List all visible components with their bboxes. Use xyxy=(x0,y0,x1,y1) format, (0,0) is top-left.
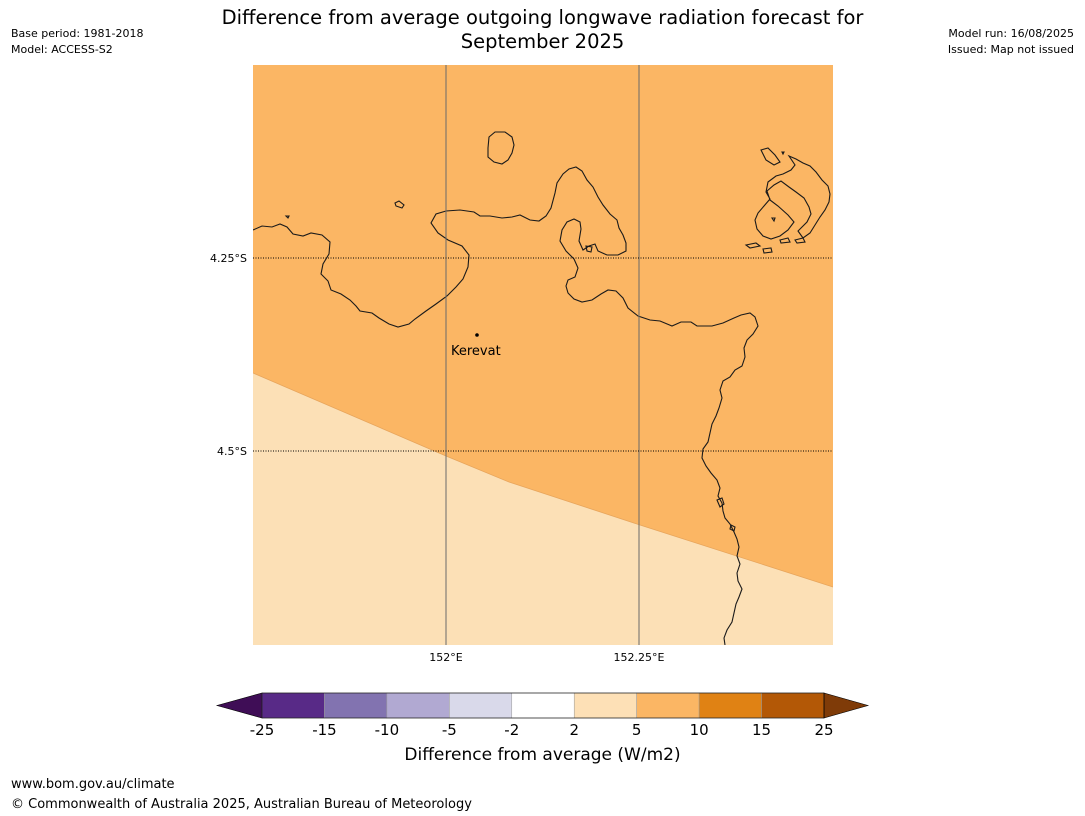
model-name: Model: ACCESS-S2 xyxy=(11,43,113,56)
title-line-2: September 2025 xyxy=(460,30,625,53)
colorbar-outline xyxy=(261,692,825,719)
category-boundary xyxy=(253,372,833,588)
colorbar-swatch xyxy=(449,692,513,719)
coastline xyxy=(253,131,831,645)
meta-left: Base period: 1981-2018 Model: ACCESS-S2 xyxy=(11,26,143,58)
region-lower-category xyxy=(253,373,833,645)
colorbar-swatch xyxy=(511,692,575,719)
model-run: Model run: 16/08/2025 xyxy=(948,27,1074,40)
map-title: Difference from average outgoing longwav… xyxy=(0,6,1085,54)
issued-status: Issued: Map not issued xyxy=(947,43,1074,56)
lon-label-152: 152°E xyxy=(429,651,462,664)
colorbar-swatch xyxy=(636,692,700,719)
colorbar-tick-label: -5 xyxy=(442,721,457,739)
colorbar-extend-high xyxy=(823,692,870,719)
base-period: Base period: 1981-2018 xyxy=(11,27,144,40)
place-label: Kerevat xyxy=(451,344,501,359)
colorbar-tick-label: 25 xyxy=(814,721,833,739)
colorbar-tick-label: -25 xyxy=(250,721,275,739)
footer-copyright: © Commonwealth of Australia 2025, Austra… xyxy=(11,797,472,812)
footer-url[interactable]: www.bom.gov.au/climate xyxy=(11,777,175,792)
lon-label-152-25: 152.25°E xyxy=(614,651,665,664)
colorbar-swatch xyxy=(324,692,388,719)
meta-right: Model run: 16/08/2025 Issued: Map not is… xyxy=(948,26,1074,58)
lat-label-4-5: 4.5°S xyxy=(217,445,247,458)
colorbar-swatch xyxy=(761,692,825,719)
colorbar-extend-low xyxy=(215,692,263,719)
place-marker xyxy=(475,333,479,337)
map-area[interactable]: Kerevat xyxy=(253,65,833,645)
colorbar-label: Difference from average (W/m2) xyxy=(404,745,681,765)
colorbar: -25 -15 -10 -5 -2 2 5 10 15 25 xyxy=(215,692,870,739)
colorbar-tick-label: 10 xyxy=(690,721,709,739)
colorbar-swatch xyxy=(573,692,637,719)
colorbar-tick-label: -15 xyxy=(312,721,337,739)
colorbar-tick-label: 15 xyxy=(752,721,771,739)
colorbar-tick-label: -2 xyxy=(504,721,519,739)
colorbar-swatch xyxy=(386,692,450,719)
colorbar-swatch xyxy=(261,692,325,719)
colorbar-tick-label: 2 xyxy=(569,721,579,739)
title-line-1: Difference from average outgoing longwav… xyxy=(221,6,864,29)
lat-label-4-25: 4.25°S xyxy=(210,252,247,265)
colorbar-tick-label: 5 xyxy=(632,721,642,739)
colorbar-swatch xyxy=(698,692,762,719)
colorbar-tick-label: -10 xyxy=(375,721,400,739)
footer: www.bom.gov.au/climate © Commonwealth of… xyxy=(11,775,472,815)
